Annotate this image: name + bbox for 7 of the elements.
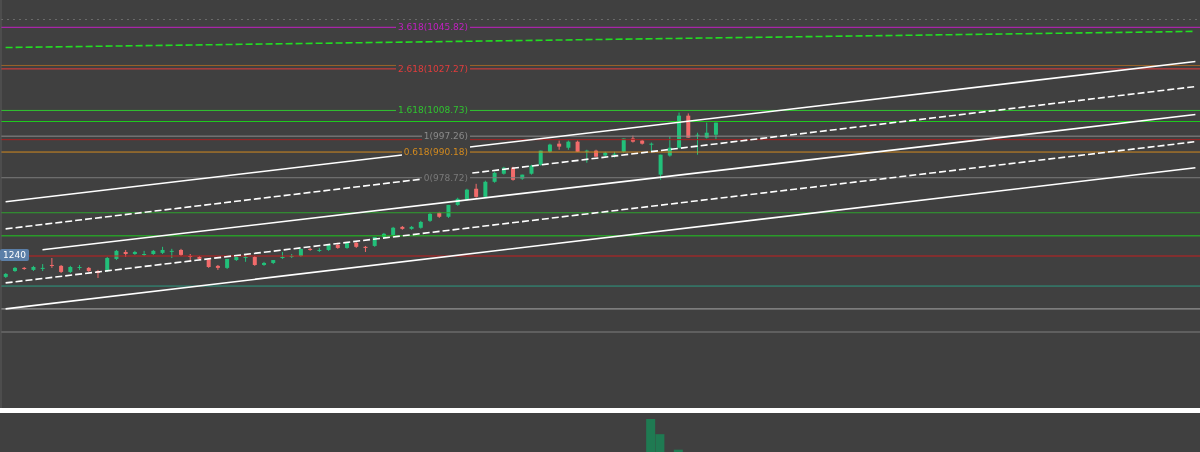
- ref-line-label: 0(978.72): [421, 171, 470, 184]
- ref-line-label: 1.618(1008.73): [395, 104, 470, 117]
- ref-line-label: 3.618(1045.82): [395, 21, 470, 34]
- ref-line-label: 1(997.26): [421, 130, 470, 143]
- ref-line-label: 0.618(990.18): [401, 146, 470, 159]
- ref-line-label: 2.618(1027.27): [395, 62, 470, 75]
- annotation: 1240: [0, 249, 29, 261]
